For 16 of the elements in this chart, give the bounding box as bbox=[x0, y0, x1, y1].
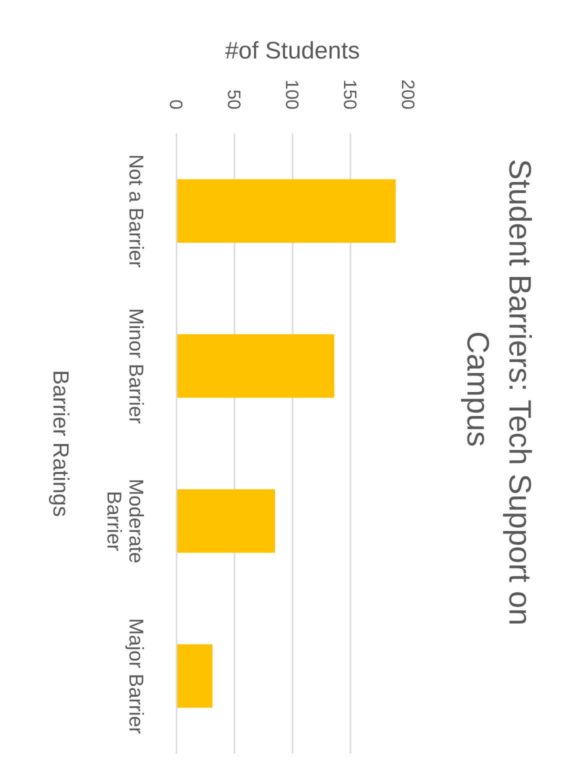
bar bbox=[176, 334, 334, 398]
x-tick-label: 100 bbox=[282, 79, 302, 110]
x-axis-title: #of Students bbox=[225, 37, 360, 64]
text: Student Barriers: Tech Support on Campus bbox=[460, 159, 538, 626]
y-tick-label: Moderate Barrier bbox=[102, 478, 146, 564]
x-tick-label: 150 bbox=[340, 79, 360, 110]
y-axis-title: Barrier Ratings bbox=[48, 370, 74, 517]
x-tick-label: 200 bbox=[398, 79, 418, 110]
x-tick-label: 0 bbox=[166, 99, 186, 110]
x-tick-label: 50 bbox=[224, 89, 244, 110]
bar bbox=[176, 179, 396, 243]
y-tick-label: Not a Barrier bbox=[124, 154, 146, 268]
bar bbox=[176, 644, 212, 708]
y-tick-label: Minor Barrier bbox=[124, 308, 146, 424]
y-tick-label: Major Barrier bbox=[124, 618, 146, 734]
bar bbox=[176, 489, 276, 553]
